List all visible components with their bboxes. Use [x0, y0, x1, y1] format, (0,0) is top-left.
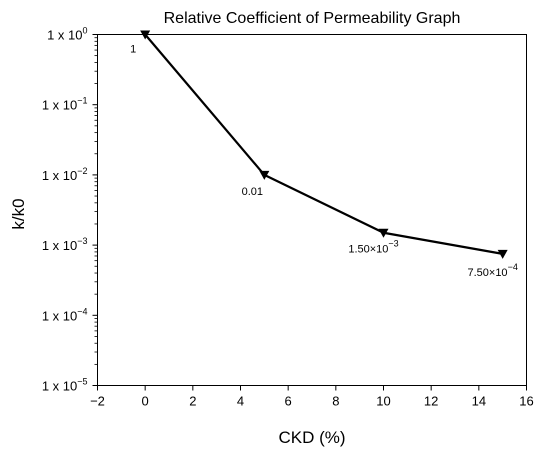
y-tick-label-exp: −3 — [77, 236, 87, 246]
y-tick-label-base: 1 x 10 — [42, 98, 77, 113]
y-tick-label-base: 1 x 10 — [42, 379, 77, 394]
y-tick-label: 1 x 10−5 — [42, 377, 88, 394]
y-tick-label: 1 x 100 — [47, 26, 87, 43]
series-layer: 1 0.01 1.50×10−3 7.50×10−4 — [130, 30, 518, 279]
data-label-base: 1.50×10 — [348, 244, 388, 256]
data-label: 7.50×10−4 — [467, 262, 517, 279]
x-tick-label: 14 — [472, 394, 486, 409]
data-label-exp: −3 — [388, 239, 398, 249]
x-tick-label: 0 — [142, 394, 149, 409]
data-point-marker — [259, 170, 270, 180]
y-tick-label-exp: −4 — [77, 306, 87, 316]
series-line — [144, 33, 503, 255]
chart-title: Relative Coefficient of Permeability Gra… — [164, 10, 461, 27]
data-point-marker — [378, 228, 389, 238]
data-label-base: 0.01 — [242, 186, 263, 198]
x-tick-label: 16 — [519, 394, 533, 409]
x-tick-label: 6 — [285, 394, 292, 409]
y-tick-label-exp: −1 — [77, 96, 87, 106]
y-tick-label-exp: −5 — [77, 377, 87, 387]
y-tick-label-exp: 0 — [82, 26, 87, 36]
x-tick-label: 4 — [237, 394, 244, 409]
y-tick-label-exp: −2 — [77, 166, 87, 176]
x-tick-label: −2 — [90, 394, 105, 409]
plot-frame — [97, 34, 527, 386]
data-label: 1 — [130, 44, 136, 56]
y-axis-label: k/k0 — [9, 198, 28, 229]
y-tick-label-base: 1 x 10 — [42, 238, 77, 253]
x-tick-label: 10 — [376, 394, 390, 409]
x-tick-label: 8 — [332, 394, 339, 409]
y-tick-label: 1 x 10−2 — [42, 166, 88, 183]
y-tick-label-base: 1 x 10 — [47, 28, 82, 43]
data-label-base: 7.50×10 — [467, 267, 507, 279]
data-label-exp: −4 — [508, 262, 518, 272]
data-label: 1.50×10−3 — [348, 239, 398, 256]
data-label: 0.01 — [242, 186, 263, 198]
x-axis: −2 0 2 4 6 8 10 12 14 16 — [90, 385, 534, 409]
x-tick-label: 2 — [189, 394, 196, 409]
y-tick-label: 1 x 10−1 — [42, 96, 88, 113]
y-tick-label: 1 x 10−3 — [42, 236, 88, 253]
data-point-marker — [140, 30, 151, 40]
x-tick-label: 12 — [424, 394, 438, 409]
data-point-marker — [497, 249, 508, 259]
y-tick-label-base: 1 x 10 — [42, 168, 77, 183]
y-tick-label-base: 1 x 10 — [42, 308, 77, 323]
y-tick-label: 1 x 10−4 — [42, 306, 88, 323]
data-label-base: 1 — [130, 44, 136, 56]
x-axis-label: CKD (%) — [278, 428, 345, 447]
